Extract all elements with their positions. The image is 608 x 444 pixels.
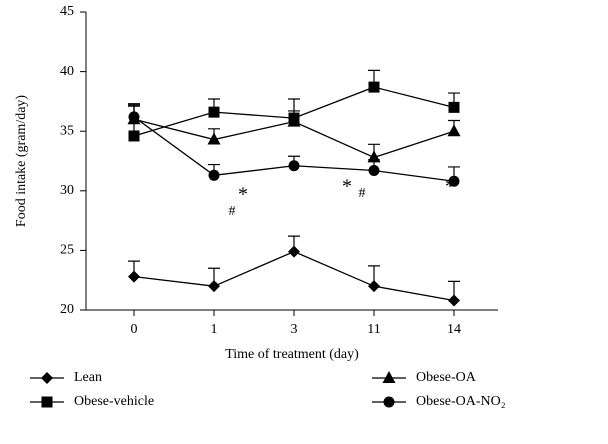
data-point — [207, 132, 221, 145]
legend-marker — [382, 371, 396, 383]
series-line — [133, 250, 455, 302]
data-point — [128, 111, 140, 123]
data-point — [368, 81, 380, 93]
data-point — [288, 160, 300, 172]
annotation: * — [445, 176, 455, 198]
y-tick-label: 20 — [60, 302, 74, 317]
annotation: # — [229, 204, 236, 219]
annotation: * — [342, 176, 352, 198]
legend-label: Obese-vehicle — [74, 394, 154, 409]
y-tick-label: 30 — [60, 183, 74, 198]
data-point — [287, 114, 301, 127]
y-tick-label: 25 — [60, 243, 74, 258]
data-point — [447, 124, 461, 137]
data-point — [448, 101, 460, 113]
legend-marker — [383, 396, 395, 408]
legend-marker — [41, 372, 53, 384]
x-tick-label: 0 — [131, 322, 138, 337]
data-point — [368, 280, 380, 293]
y-tick-label: 45 — [60, 4, 74, 19]
data-point — [368, 165, 380, 177]
legend-marker — [41, 396, 53, 408]
x-tick-label: 3 — [291, 322, 298, 337]
data-point — [288, 245, 300, 258]
legend-label: Obese-OA — [416, 370, 477, 385]
data-point — [208, 169, 220, 181]
x-tick-label: 14 — [447, 322, 461, 337]
x-tick-label: 1 — [211, 322, 218, 337]
y-tick-label: 35 — [60, 123, 74, 138]
x-axis-label: Time of treatment (day) — [225, 347, 359, 362]
data-point — [448, 294, 460, 307]
y-axis-label: Food intake (gram/day) — [14, 95, 29, 228]
legend-label: Lean — [74, 370, 102, 385]
data-point — [128, 270, 140, 283]
y-tick-label: 40 — [60, 64, 74, 79]
x-tick-label: 11 — [367, 322, 380, 337]
data-point — [448, 175, 460, 187]
legend-label: Obese-OA-NO₂ — [416, 394, 506, 409]
data-point — [128, 130, 140, 142]
data-point — [208, 106, 220, 118]
data-point — [208, 280, 220, 293]
annotation: # — [359, 186, 366, 201]
annotation: * — [238, 184, 248, 206]
